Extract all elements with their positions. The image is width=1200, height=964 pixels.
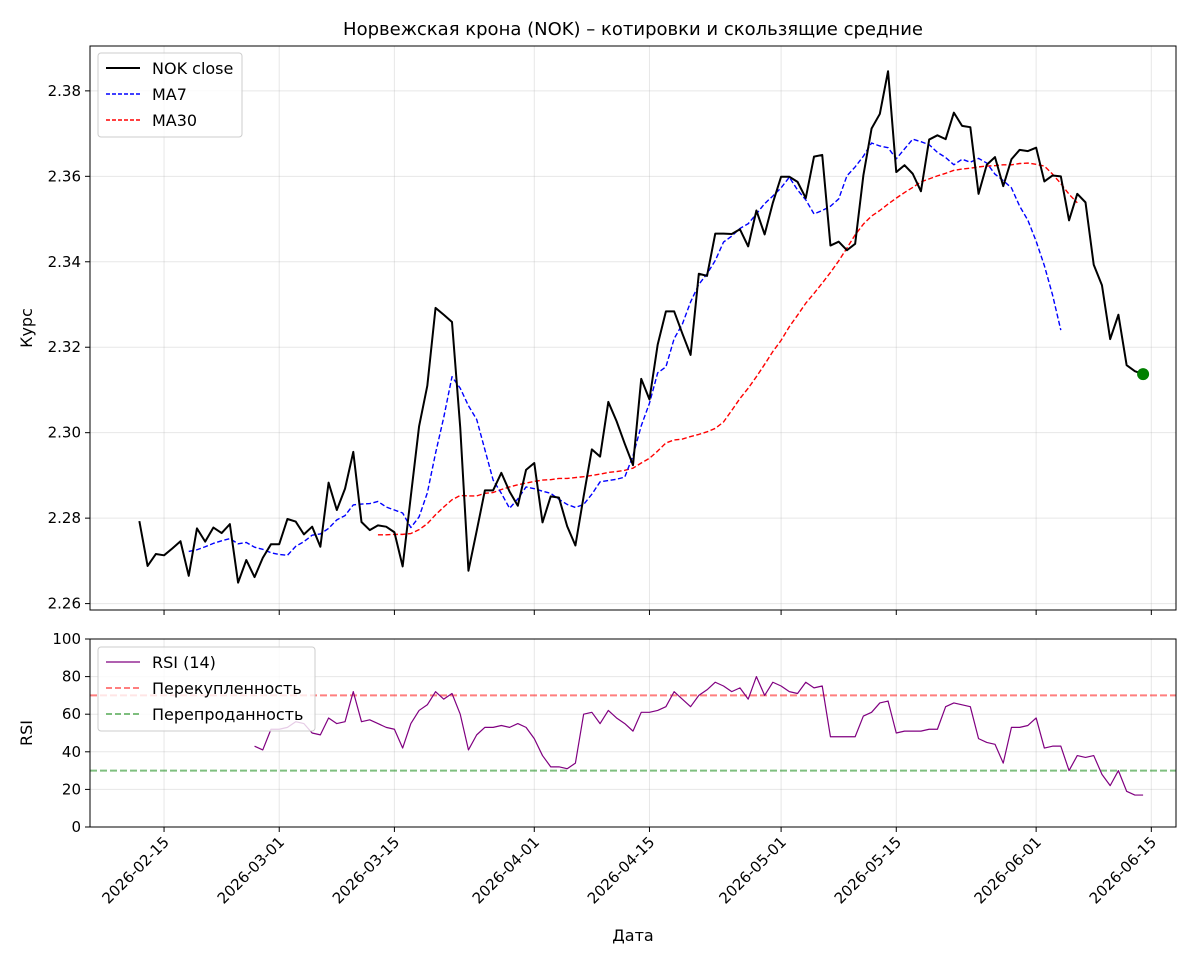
legend-label-oversold: Перепроданность <box>152 705 303 724</box>
legend-label-ma30: MA30 <box>152 111 197 130</box>
price-series-group <box>138 70 1144 584</box>
price-series-ma7 <box>188 138 1062 557</box>
legend-label-overbought: Перекупленность <box>152 679 302 698</box>
price-x-ticks <box>163 610 1152 615</box>
price-plot-frame <box>89 45 1177 611</box>
legend-label-rsi: RSI (14) <box>152 653 216 672</box>
price-gridlines <box>90 46 1176 610</box>
rsi-y-tick-label: 80 <box>62 668 81 686</box>
rsi-y-tick-label: 0 <box>71 818 81 836</box>
rsi-y-tick-label: 20 <box>62 780 81 798</box>
price-y-ticks: 2.26 2.28 2.30 2.32 2.34 2.36 2.38 <box>48 82 90 613</box>
last-close-marker-group <box>1137 368 1150 381</box>
chart-title: Норвежская крона (NOK) – котировки и ско… <box>343 19 923 40</box>
rsi-y-ticks: 0 20 40 60 80 100 <box>52 630 90 836</box>
price-y-tick-label: 2.26 <box>48 595 81 613</box>
price-y-tick-label: 2.32 <box>48 338 81 356</box>
price-legend-box <box>97 52 243 138</box>
price-y-tick-label: 2.34 <box>48 253 81 271</box>
price-y-tick-label: 2.30 <box>48 424 81 442</box>
price-y-axis-label: Курс <box>17 308 36 348</box>
rsi-legend: RSI (14) Перекупленность Перепроданность <box>97 646 316 732</box>
rsi-series-line <box>254 676 1144 796</box>
rsi-legend-box <box>97 646 316 732</box>
last-close-marker <box>1137 368 1150 381</box>
price-plot-area <box>90 46 1176 610</box>
legend-label-ma7: MA7 <box>152 85 187 104</box>
legend-label-nok-close: NOK close <box>152 59 233 78</box>
price-y-tick-label: 2.38 <box>48 82 81 100</box>
rsi-plot-frame <box>89 638 1177 828</box>
price-legend: NOK close MA7 MA30 <box>97 52 243 138</box>
price-series-ma30 <box>377 162 1078 536</box>
price-series-nok-close <box>138 70 1144 584</box>
price-y-tick-label: 2.36 <box>48 167 81 185</box>
rsi-y-tick-label: 100 <box>52 630 81 648</box>
rsi-y-axis-label: RSI <box>17 720 36 746</box>
rsi-y-tick-label: 60 <box>62 705 81 723</box>
price-panel: 2.26 2.28 2.30 2.32 2.34 2.36 2.38 Курс NOK cl… <box>17 45 1177 615</box>
x-axis-label: Дата <box>612 926 653 945</box>
price-y-tick-label: 2.28 <box>48 509 81 527</box>
rsi-y-tick-label: 40 <box>62 743 81 761</box>
